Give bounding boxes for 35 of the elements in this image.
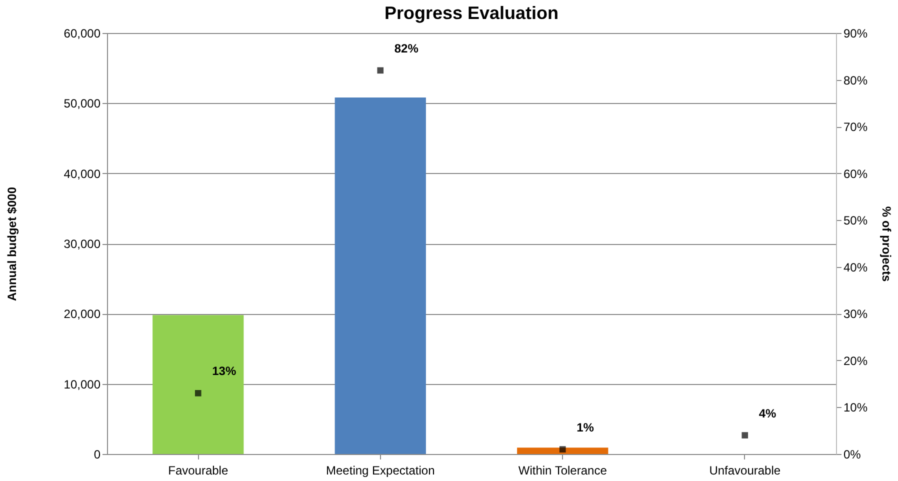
y-axis-title: Annual budget $000 [4, 186, 19, 302]
y2-tick-label: 70% [844, 120, 868, 134]
chart-title: Progress Evaluation [384, 3, 559, 23]
point [377, 67, 384, 74]
y-tick-label: 20,000 [64, 307, 101, 322]
x-tick-label: Within Tolerance [518, 464, 608, 478]
bar [334, 98, 426, 454]
data-label: 82% [394, 41, 419, 56]
y2-tick-label: 80% [844, 73, 868, 88]
point [194, 390, 202, 396]
y2-tick-label: 50% [844, 214, 868, 228]
y2-axis-title: % of projects [880, 206, 894, 282]
y-tick-label: 0 [94, 448, 101, 462]
y-tick-label: 30,000 [64, 237, 101, 251]
y-tick-label: 10,000 [64, 377, 101, 392]
y-tick-label: 40,000 [64, 166, 101, 181]
point [559, 446, 566, 452]
y-tick-label: 60,000 [64, 26, 101, 40]
y2-tick-label: 60% [844, 166, 868, 181]
x-tick-label: Unfavourable [709, 464, 781, 478]
bar [152, 315, 244, 454]
x-tick-label: Meeting Expectation [326, 464, 435, 478]
y2-tick-label: 40% [844, 260, 868, 274]
y2-tick-label: 0% [844, 448, 862, 462]
y2-tick-label: 20% [844, 354, 868, 368]
point [742, 432, 748, 438]
x-tick-label: Favourable [168, 464, 228, 478]
y2-tick-label: 30% [844, 307, 868, 322]
data-label: 4% [758, 406, 777, 420]
data-label: 13% [212, 364, 236, 378]
y-tick-label: 50,000 [64, 96, 101, 111]
y2-tick-label: 10% [844, 400, 868, 415]
y2-tick-label: 90% [844, 26, 868, 40]
bar [517, 448, 608, 454]
data-label: 1% [576, 420, 594, 434]
